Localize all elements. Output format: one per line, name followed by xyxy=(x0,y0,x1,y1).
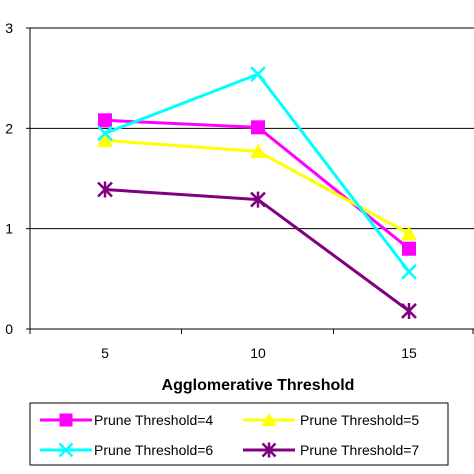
data-point xyxy=(97,181,113,198)
legend-label: Prune Threshold=6 xyxy=(94,442,213,458)
legend-label: Prune Threshold=5 xyxy=(300,412,419,428)
plot-background xyxy=(30,28,474,329)
data-point xyxy=(250,66,266,83)
legend-marker xyxy=(261,442,277,458)
legend-item-4: Prune Threshold=7 xyxy=(243,442,419,458)
data-point xyxy=(401,226,417,241)
data-point xyxy=(97,132,113,148)
legend-marker xyxy=(261,412,277,427)
x-axis-title: Agglomerative Threshold xyxy=(162,377,355,394)
legend-marker xyxy=(59,413,73,427)
plot-area xyxy=(30,28,474,329)
legend-label: Prune Threshold=7 xyxy=(300,442,419,458)
y-tick-label: 0 xyxy=(5,321,13,337)
data-point xyxy=(251,120,265,135)
y-tick-label: 3 xyxy=(5,20,13,36)
legend-item-2: Prune Threshold=5 xyxy=(243,412,419,428)
data-point xyxy=(98,113,112,128)
y-tick-label: 2 xyxy=(5,120,13,136)
axes xyxy=(26,27,474,334)
series-4 xyxy=(97,181,417,319)
legend-item-1: Prune Threshold=4 xyxy=(40,412,213,428)
legend-item-3: Prune Threshold=6 xyxy=(40,442,213,458)
y-tick-labels: 0 1 2 3 xyxy=(5,20,13,337)
legend-box xyxy=(29,402,449,466)
y-tick-label: 1 xyxy=(5,221,13,237)
data-point xyxy=(401,263,417,280)
legend-marker xyxy=(58,442,74,458)
data-point xyxy=(250,143,266,159)
legend: Prune Threshold=4 Prune Threshold=5 Prune … xyxy=(29,402,449,466)
x-tick-labels: 5 10 15 xyxy=(101,345,417,361)
data-point xyxy=(401,302,417,319)
x-tick-label: 15 xyxy=(401,345,417,361)
data-point xyxy=(97,125,113,142)
series-layer xyxy=(97,66,417,319)
x-tick-label: 10 xyxy=(250,345,266,361)
series-3 xyxy=(97,66,417,280)
data-point xyxy=(250,191,266,208)
x-tick-label: 5 xyxy=(101,345,109,361)
data-point xyxy=(402,241,416,256)
legend-label: Prune Threshold=4 xyxy=(94,412,213,428)
